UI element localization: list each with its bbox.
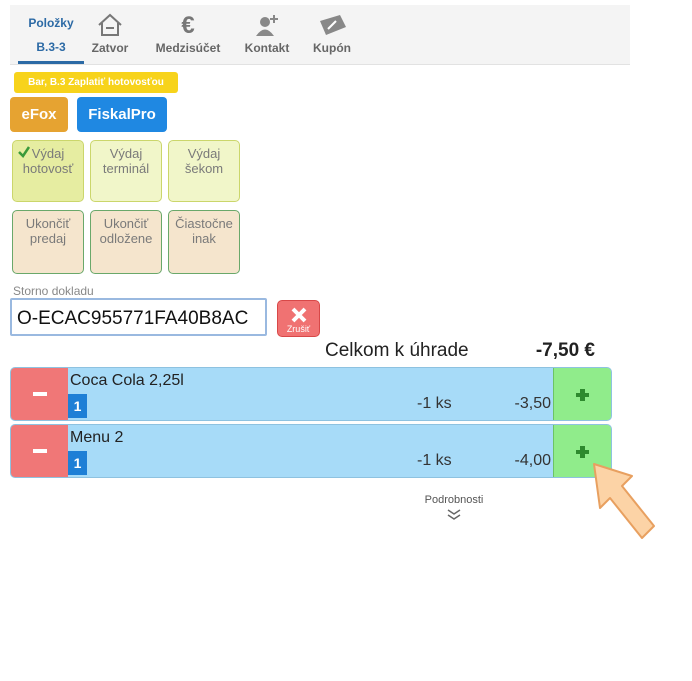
details-toggle[interactable]: Podrobnosti [404,494,504,520]
option-button[interactable]: Výdaj šekom [168,140,240,202]
item-name: Menu 2 [70,429,124,446]
item-qty: -1 ks [417,452,452,469]
total-label: Celkom k úhrade [325,340,469,361]
check-icon [18,146,31,158]
total-value: -7,50 € [535,340,595,361]
item-row: Menu 2 1 -1 ks -4,00 [10,424,612,478]
coupon-icon [320,15,346,35]
item-badge: 1 [68,451,87,475]
home-icon [98,13,122,36]
minus-button[interactable] [11,368,68,420]
tab[interactable]: € Medzisúčet [148,5,228,64]
fiskalpro-button[interactable]: FiskalPro [77,97,167,132]
item-price: -3,50 [514,395,551,412]
tab-label: Zatvor [91,41,129,55]
minus-button[interactable] [11,425,68,477]
option-line: terminál [102,161,150,176]
option-line: Ukončiť [25,216,71,231]
tab-label: Kupón [313,41,351,55]
option-button[interactable]: Ukončiť odložene [90,210,162,274]
status-badge: Bar, B.3 Zaplatiť hotovosťou [14,72,178,93]
contact-icon [256,15,278,36]
cancel-button[interactable]: Zrušiť [277,300,320,337]
tab-label: Položky [28,16,74,30]
tab-bar: Položky B.3-3 Zatvor € Medzisúčet Kontak… [10,5,630,65]
button-label: eFox [21,106,57,123]
plus-button[interactable] [553,368,611,420]
option-button[interactable]: Výdaj terminál [90,140,162,202]
option-line: šekom [184,161,224,176]
tab[interactable]: Zatvor [82,5,138,64]
pointer-arrow [593,463,655,539]
option-button[interactable]: Čiastočne inak [168,210,240,274]
option-line: Ukončiť [103,216,149,231]
option-line: Výdaj [187,146,221,161]
option-line: Čiastočne [175,216,233,231]
option-line: inak [192,231,216,246]
svg-text:€: € [181,13,194,37]
badge-text: Bar, B.3 Zaplatiť hotovosťou [28,77,164,88]
cancel-label: Zrušiť [286,324,311,334]
tab-label: Medzisúčet [155,41,221,55]
tab-sub: B.3-3 [36,40,66,54]
tab[interactable]: Položky B.3-3 [18,5,84,64]
option-line: hotovosť [22,161,74,176]
button-label: FiskalPro [88,106,156,123]
tab[interactable]: Kontakt [238,5,296,64]
tab[interactable]: Kupón [304,5,360,64]
field-label: Storno dokladu [13,284,94,298]
option-line: odložene [99,231,153,246]
option-button[interactable]: Ukončiť predaj [12,210,84,274]
chevron-icon [447,509,461,520]
option-button[interactable]: Výdaj hotovosť [12,140,84,202]
item-name: Coca Cola 2,25l [70,372,184,389]
item-row: Coca Cola 2,25l 1 -1 ks -3,50 [10,367,612,421]
option-line: Výdaj [31,146,65,161]
efox-button[interactable]: eFox [10,97,68,132]
item-price: -4,00 [514,452,551,469]
euro-icon: € [181,13,194,37]
details-label: Podrobnosti [424,494,484,506]
item-badge: 1 [68,394,87,418]
tab-label: Kontakt [244,41,290,55]
x-icon [291,307,306,323]
option-line: Výdaj [109,146,143,161]
item-qty: -1 ks [417,395,452,412]
storno-input[interactable]: O-ECAC955771FA40B8AC [10,298,267,336]
option-line: predaj [29,231,67,246]
